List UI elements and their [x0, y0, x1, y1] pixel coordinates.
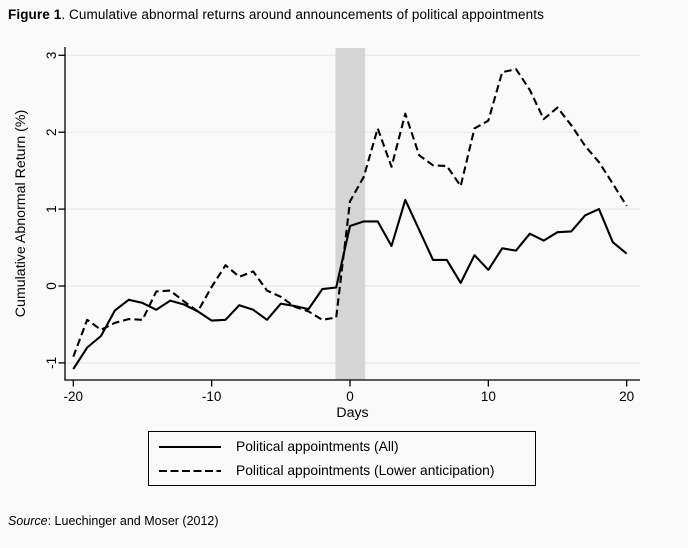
dashed-line-sample-icon: [159, 469, 221, 472]
legend-label-all: Political appointments (All): [236, 439, 399, 454]
x-tick-label: 0: [346, 389, 354, 404]
y-tick-label: 0: [44, 282, 59, 290]
x-tick-label: 20: [619, 389, 634, 404]
y-axis-title: Cumulative Abnormal Return (%): [13, 110, 29, 317]
series-lower-anticipation-line: [72, 68, 628, 358]
y-tick-label: 3: [44, 52, 59, 60]
source-note: Source: Luechinger and Moser (2012): [8, 514, 219, 528]
legend-label-lower-anticipation: Political appointments (Lower anticipati…: [236, 463, 495, 478]
x-tick-label: 10: [481, 389, 496, 404]
source-prefix: Source: [8, 514, 48, 528]
figure-title-prefix: Figure 1: [8, 7, 62, 22]
y-tick-label: -1: [44, 357, 59, 369]
solid-line-sample-icon: [159, 445, 221, 448]
legend-item-all: Political appointments (All): [159, 436, 535, 457]
x-axis-title: Days: [336, 405, 368, 421]
figure-title-text: . Cumulative abnormal returns around ann…: [61, 7, 544, 22]
event-window-band: [335, 48, 366, 380]
x-tick-label: -10: [202, 389, 222, 404]
chart-legend: Political appointments (All) Political a…: [148, 431, 536, 486]
figure-title: Figure 1. Cumulative abnormal returns ar…: [8, 6, 680, 23]
x-tick-label: -20: [64, 389, 84, 404]
source-text: : Luechinger and Moser (2012): [47, 514, 219, 528]
series-all-line: [72, 198, 628, 370]
chart: -1 0 1 2 3 -20 -10 0 10 20 Days Cumulative Abnormal…: [13, 47, 640, 421]
legend-item-lower-anticipation: Political appointments (Lower anticipati…: [159, 460, 535, 481]
y-tick-label: 1: [44, 205, 59, 213]
y-tick-label: 2: [44, 128, 59, 136]
